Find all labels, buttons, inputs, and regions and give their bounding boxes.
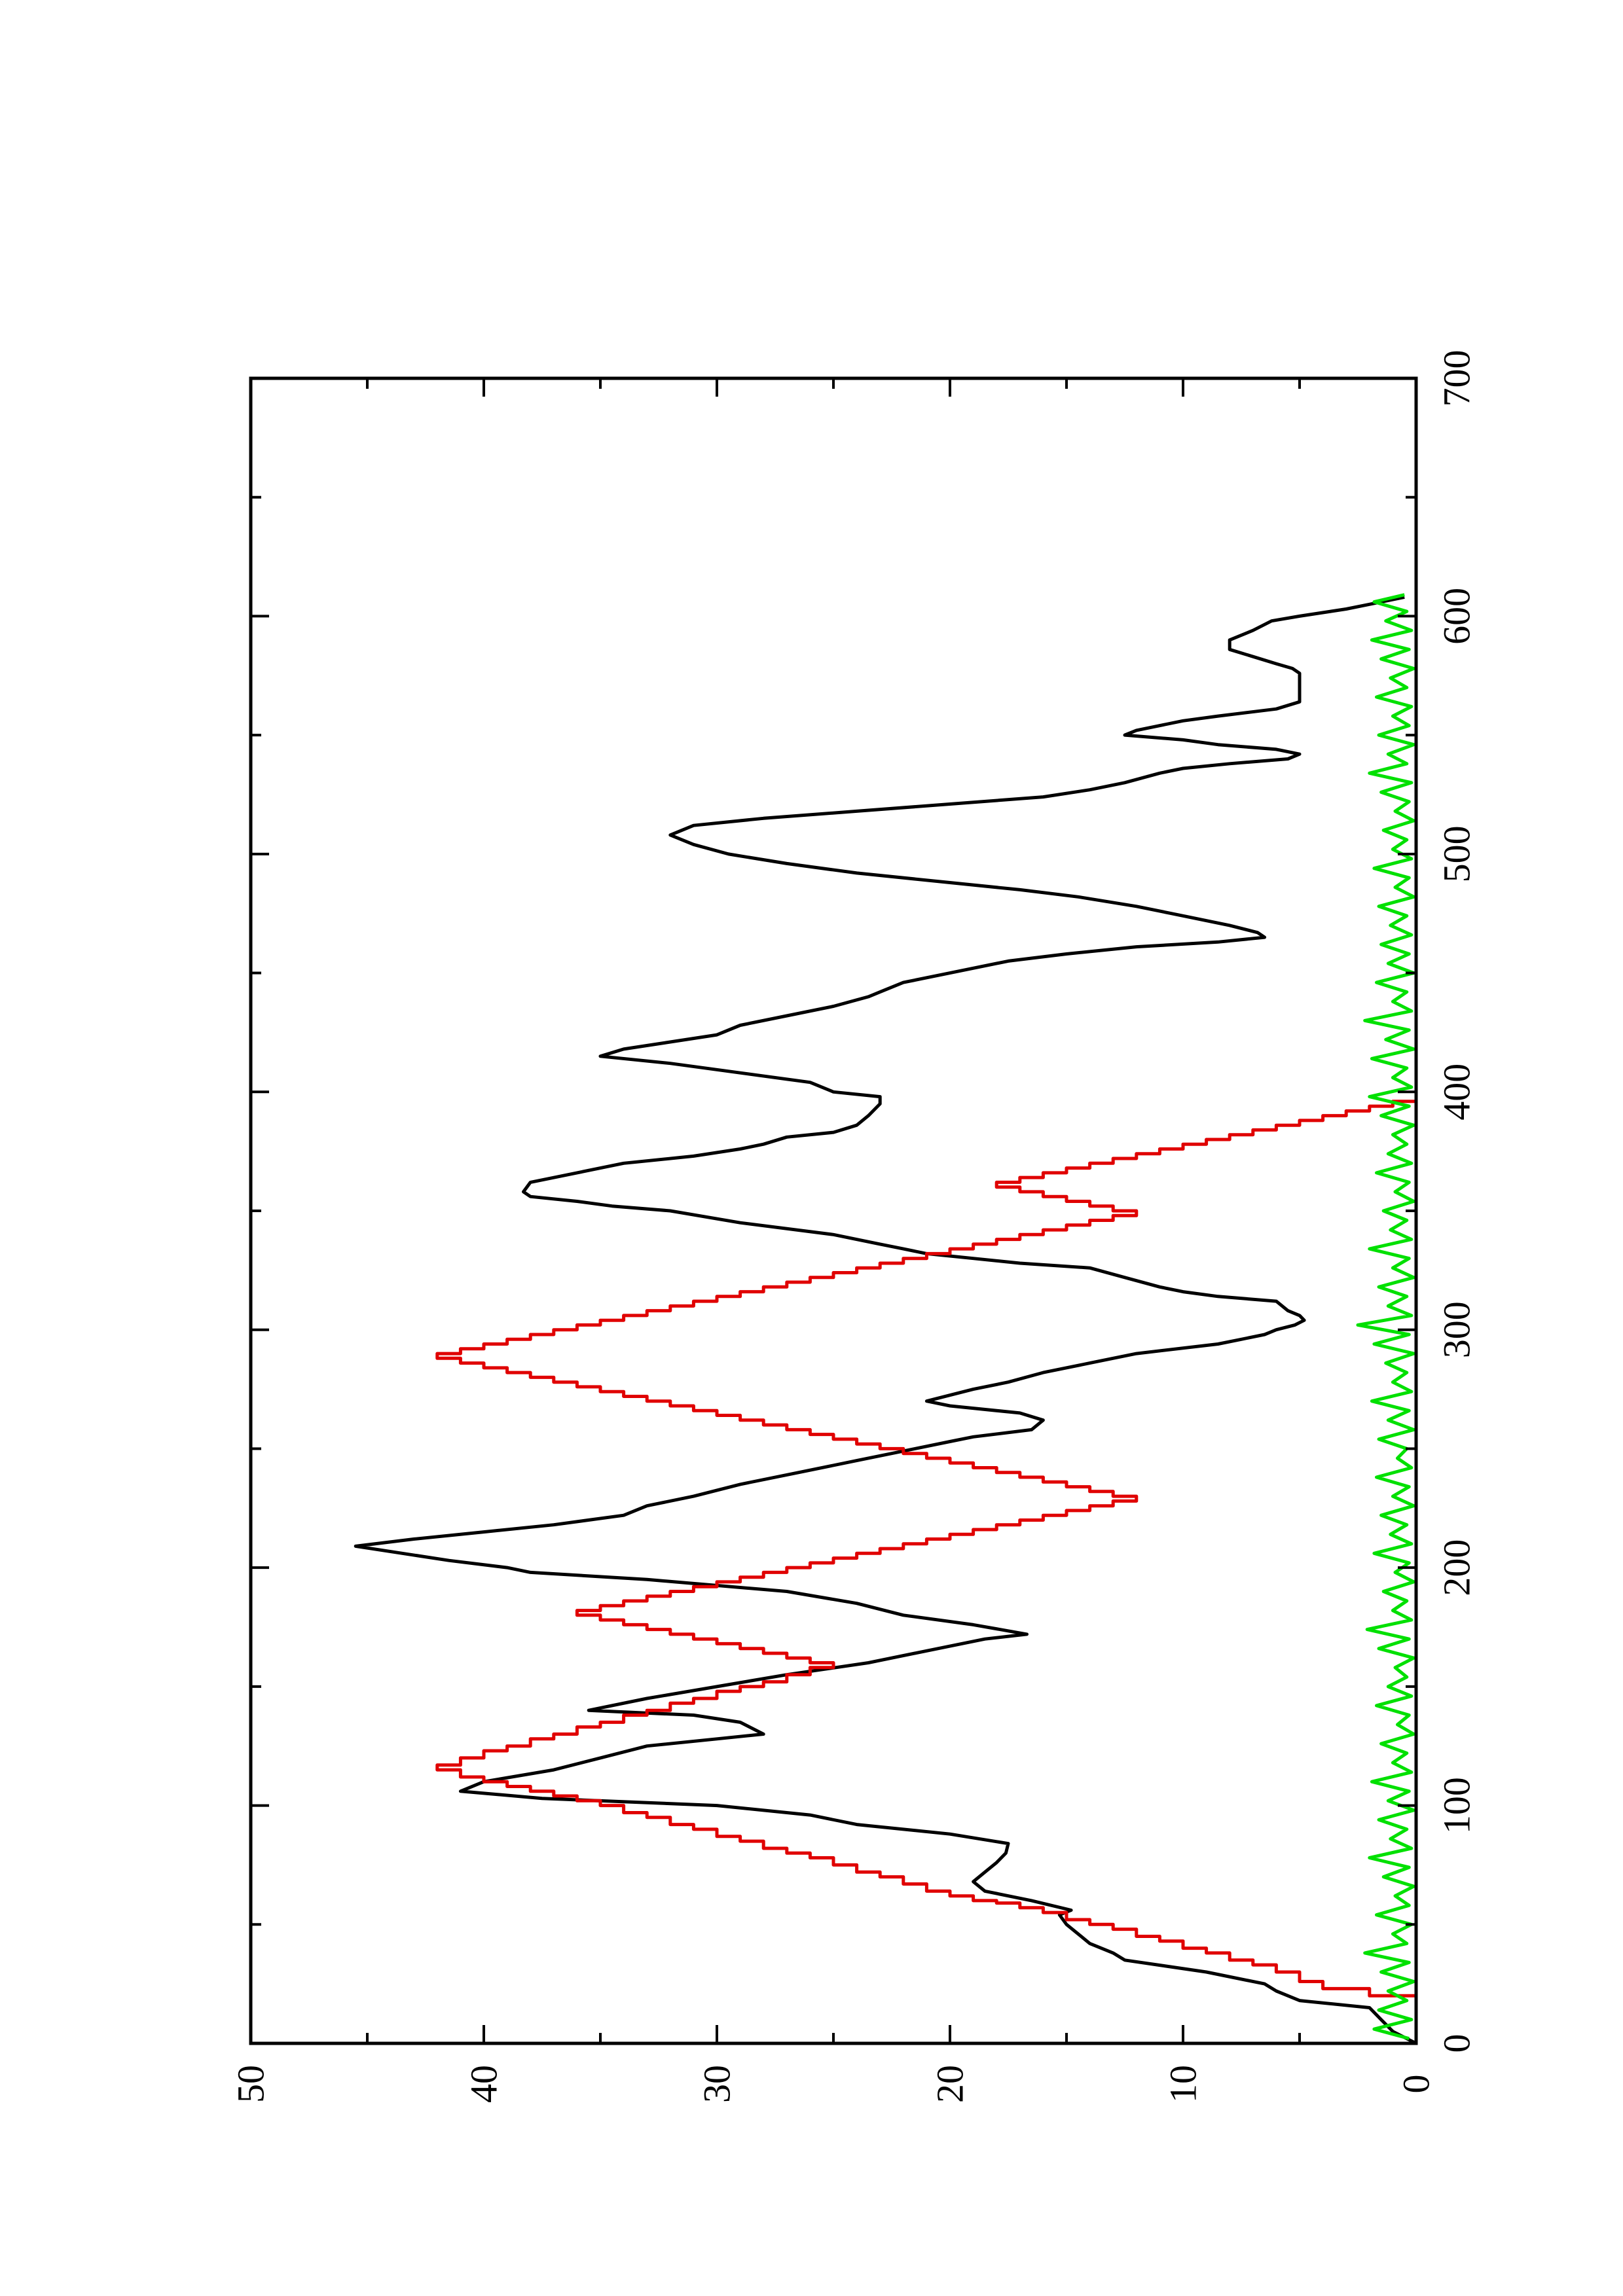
x-tick-label: 500: [1436, 825, 1478, 882]
y-tick-label: 10: [1162, 2065, 1205, 2103]
x-tick-label: 600: [1436, 588, 1478, 645]
y-tick-label: 0: [1395, 2075, 1438, 2094]
series-layer: [354, 593, 1418, 2045]
y-tick-label: 20: [929, 2065, 972, 2103]
x-tick-label: 400: [1436, 1064, 1478, 1121]
tick-layer: [249, 377, 1417, 2045]
tick-label-layer: 0 100 200 300 400 500 600 700 0 10 20 30 40 50: [230, 350, 1478, 2104]
plot-frame: [249, 376, 1418, 2045]
y-tick-label: 30: [696, 2065, 739, 2103]
y-tick-label: 50: [230, 2065, 272, 2103]
series-line-3: [1356, 593, 1415, 2041]
x-tick-label: 300: [1436, 1301, 1478, 1358]
y-tick-label: 40: [463, 2065, 505, 2103]
x-tick-label: 0: [1436, 2034, 1478, 2053]
series-line-2: [435, 1100, 1418, 2001]
x-tick-label: 100: [1436, 1777, 1478, 1834]
x-tick-label: 200: [1436, 1539, 1478, 1596]
series-line-1: [354, 595, 1417, 2045]
x-tick-label: 700: [1436, 350, 1478, 407]
